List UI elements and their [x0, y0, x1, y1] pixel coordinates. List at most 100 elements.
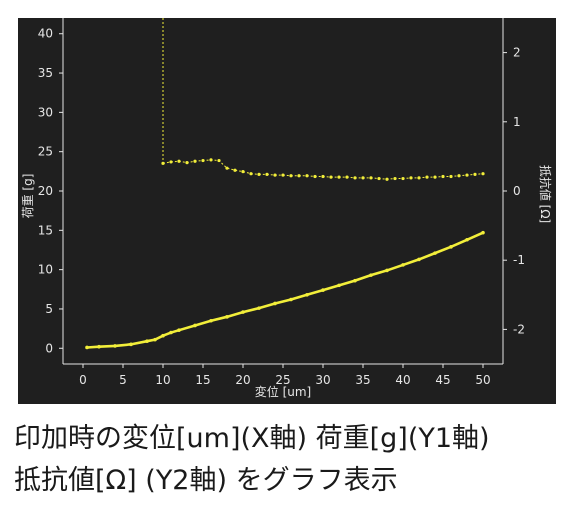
y2-tick-label: -2 [513, 322, 525, 336]
caption: 印加時の変位[um](X軸) 荷重[g](Y1軸) 抵抗値[Ω] (Y2軸) を… [14, 418, 564, 502]
load-data-point [369, 273, 373, 277]
load-data-point [337, 283, 341, 288]
load-data-point [193, 323, 197, 328]
resistance-data-point [377, 176, 381, 181]
caption-line-2: 抵抗値[Ω] (Y2軸) をグラフ表示 [14, 465, 398, 496]
load-data-point [97, 344, 101, 349]
x-tick-label: 15 [195, 373, 210, 387]
load-data-point [153, 337, 157, 342]
resistance-data-point [345, 175, 349, 179]
resistance-data-point [217, 158, 221, 163]
resistance-data-point [233, 168, 237, 172]
resistance-data-point [177, 159, 181, 163]
resistance-data-point [481, 172, 485, 176]
y2-tick-label: 1 [513, 115, 521, 129]
load-data-point [161, 333, 165, 338]
x-tick-label: 30 [315, 373, 330, 387]
resistance-data-point [281, 173, 285, 177]
y1-tick-label: 40 [38, 27, 53, 41]
y1-tick-label: 10 [38, 263, 53, 277]
resistance-data-point [457, 174, 461, 178]
resistance-data-point [353, 176, 357, 180]
resistance-data-point [289, 174, 293, 178]
load-data-point [385, 268, 389, 273]
resistance-data-point [193, 159, 197, 163]
resistance-data-point [241, 170, 245, 174]
load-data-point [145, 339, 149, 343]
chart-panel: 0 5 10 15 20 25 30 35 40 45 50 0 5 10 15 20 25 30 35 40 2 1 0-… [18, 18, 556, 404]
load-data-point [273, 301, 277, 306]
caption-line-1: 印加時の変位[um](X軸) 荷重[g](Y1軸) [14, 423, 490, 454]
resistance-data-point [401, 176, 405, 181]
load-data-point [465, 237, 469, 242]
y2-axis-label: 抵抗値 [Ω] [538, 165, 553, 223]
resistance-data-point [305, 174, 309, 178]
resistance-data-point [337, 175, 341, 179]
resistance-data-point [417, 176, 421, 180]
y1-tick-label: 20 [38, 184, 53, 198]
y1-tick-label: 25 [38, 145, 53, 159]
resistance-data-point [225, 166, 229, 170]
load-resistance-chart: 0 5 10 15 20 25 30 35 40 45 500510152025303540210-… [21, 18, 553, 399]
resistance-data-point [273, 173, 277, 177]
load-data-point [417, 257, 421, 262]
resistance-data-point [409, 176, 413, 180]
load-data-point [113, 344, 117, 348]
x-tick-label: 25 [275, 373, 290, 387]
y2-tick-label: -1 [513, 253, 525, 267]
x-tick-label: 35 [355, 373, 370, 387]
load-data-point [129, 342, 133, 347]
resistance-data-point [185, 161, 189, 165]
resistance-data-point [393, 176, 397, 181]
resistance-data-point [209, 158, 213, 162]
resistance-data-point [441, 174, 445, 179]
resistance-data-point [169, 160, 173, 164]
resistance-data-point [385, 177, 389, 181]
x-tick-label: 5 [119, 373, 127, 387]
resistance-data-point [201, 158, 205, 163]
y1-tick-label: 30 [38, 105, 53, 119]
resistance-data-point [465, 173, 469, 177]
resistance-data-point [297, 174, 301, 178]
load-data-point [257, 306, 261, 310]
load-data-point [321, 288, 325, 292]
load-data-point [289, 297, 293, 302]
load-data-point [449, 245, 453, 249]
resistance-data-point [449, 174, 453, 179]
x-tick-label: 45 [435, 373, 450, 387]
resistance-data-point [249, 172, 253, 176]
load-data-point [305, 293, 309, 297]
x-tick-label: 0 [79, 373, 87, 387]
resistance-data-point [329, 175, 333, 179]
load-data-point [225, 315, 229, 319]
resistance-data-point [313, 174, 317, 179]
x-axis-label: 変位 [um] [255, 384, 311, 399]
load-series-line [86, 231, 484, 349]
resistance-data-point [361, 176, 365, 180]
load-data-point [209, 318, 213, 323]
resistance-data-point [473, 172, 477, 176]
resistance-data-point [265, 172, 269, 176]
resistance-data-point [433, 175, 437, 179]
load-data-point [353, 278, 357, 283]
y1-tick-label: 15 [38, 223, 53, 237]
resistance-data-point [257, 172, 261, 176]
load-data-point [433, 251, 437, 255]
y1-tick-label: 5 [45, 302, 53, 316]
y2-tick-label: 0 [513, 184, 521, 198]
y1-tick-label: 0 [45, 341, 53, 355]
load-data-point [401, 263, 405, 267]
y2-tick-label: 2 [513, 46, 521, 60]
y1-tick-label: 35 [38, 66, 53, 80]
resistance-data-point [321, 174, 325, 179]
load-data-point [169, 330, 173, 335]
resistance-data-point [425, 175, 429, 179]
y1-axis-label: 荷重 [g] [21, 174, 35, 219]
load-data-point [85, 345, 89, 350]
x-tick-label: 10 [155, 373, 170, 387]
load-data-point [177, 328, 181, 332]
load-data-point [241, 310, 245, 314]
resistance-data-point [369, 176, 373, 180]
x-tick-label: 40 [395, 373, 410, 387]
load-data-point [481, 230, 485, 235]
